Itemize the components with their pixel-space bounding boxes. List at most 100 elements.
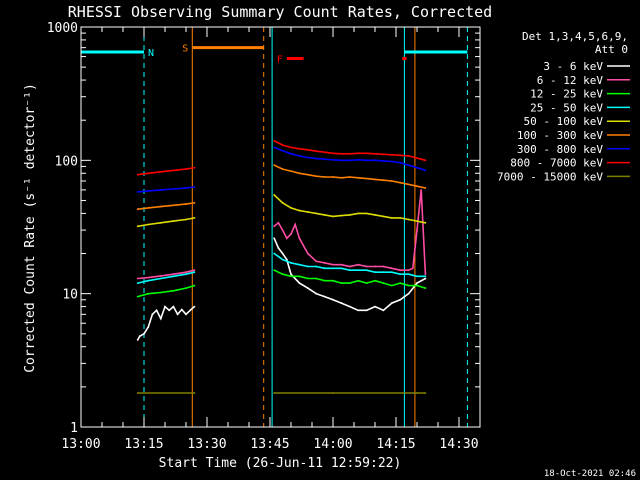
series-6-point — [357, 158, 360, 161]
series-2-point — [185, 287, 187, 290]
series-7-point — [348, 152, 351, 155]
series-4-point — [424, 221, 427, 224]
series-7-point — [172, 169, 175, 172]
series-8-point — [332, 392, 334, 394]
series-2-point — [298, 275, 301, 278]
series-0-point — [407, 292, 410, 295]
series-7-point — [306, 148, 309, 151]
series-0-point — [382, 309, 385, 312]
series-3-point — [407, 273, 410, 276]
series-0-point — [185, 313, 187, 316]
series-2-point — [172, 289, 175, 292]
flag-night-label: N — [148, 48, 154, 59]
series-7-point — [136, 173, 139, 176]
series-0-point — [323, 295, 326, 298]
series-1-point — [399, 269, 402, 272]
series-6-point — [424, 169, 427, 172]
series-4-point — [365, 212, 368, 215]
chart-title: RHESSI Observing Summary Count Rates, Co… — [68, 3, 492, 21]
series-6-point — [323, 158, 326, 161]
series-3-point — [315, 265, 318, 268]
series-4-point — [136, 225, 139, 228]
series-6-point — [281, 149, 284, 152]
series-3-point — [185, 273, 187, 276]
series-5-point — [332, 176, 334, 178]
legend-entry-label: 3 - 6 keV — [543, 60, 603, 73]
series-0-point — [147, 326, 150, 329]
series-6-point — [185, 187, 187, 189]
series-3-point — [290, 262, 292, 264]
y-axis-label: Corrected Count Rate (s⁻¹ detector⁻¹) — [23, 83, 38, 373]
series-3-point — [424, 275, 427, 278]
series-0-segment-0 — [137, 305, 195, 341]
series-1-point — [424, 273, 427, 276]
series-3-point — [340, 267, 343, 270]
series-1-point — [382, 265, 385, 268]
series-2-point — [315, 277, 318, 280]
series-7-point — [323, 151, 326, 154]
series-6 — [136, 146, 427, 193]
series-7-point — [332, 152, 334, 155]
series-2-point — [306, 277, 309, 280]
x-tick-label: 13:45 — [250, 437, 289, 452]
series-6-point — [273, 146, 276, 149]
series-6-point — [298, 154, 301, 157]
series-1-segment-0 — [137, 269, 195, 280]
series-7-point — [340, 152, 343, 155]
series-2 — [136, 269, 427, 298]
series-1-point — [193, 269, 196, 272]
series-8-point — [424, 392, 427, 394]
series-2-point — [147, 292, 150, 295]
series-8 — [136, 392, 427, 394]
series-4-point — [348, 213, 351, 216]
x-tick-label: 13:15 — [124, 437, 163, 452]
series-4-point — [306, 211, 309, 213]
series-1-point — [159, 274, 162, 277]
x-axis-label: Start Time (26-Jun-11 12:59:22) — [159, 456, 402, 471]
series-3-point — [357, 269, 360, 272]
series-3-point — [193, 271, 196, 274]
series-0-point — [277, 247, 280, 249]
series-5-point — [290, 170, 292, 173]
series-1-point — [273, 225, 276, 228]
series-5-point — [340, 176, 343, 179]
series-4-point — [298, 209, 301, 212]
series-5-segment-0 — [137, 202, 195, 210]
series-5-point — [323, 176, 326, 178]
series-layer — [136, 139, 427, 394]
series-1-point — [290, 233, 292, 235]
series-2-point — [290, 275, 292, 278]
series-5 — [136, 164, 427, 211]
flag-saa-label: S — [182, 44, 188, 55]
series-1-point — [357, 263, 360, 266]
series-5-point — [281, 168, 284, 170]
series-0-point — [374, 305, 376, 308]
series-0-point — [193, 305, 196, 308]
series-2-point — [374, 279, 376, 282]
series-4-point — [193, 217, 196, 219]
flags-layer: N S F — [81, 44, 468, 66]
series-0-point — [290, 273, 292, 276]
plot-frame — [80, 26, 481, 428]
series-3 — [136, 252, 427, 285]
series-5-point — [273, 164, 276, 167]
series-2-point — [340, 282, 343, 285]
series-7-point — [273, 139, 276, 142]
series-5-point — [185, 203, 187, 205]
series-3-point — [298, 263, 301, 266]
series-2-point — [399, 282, 402, 285]
series-1-point — [365, 265, 368, 268]
legend-entry-label: 300 - 800 keV — [517, 143, 603, 156]
series-3-point — [172, 275, 175, 278]
x-tick-label: 14:00 — [313, 437, 352, 452]
legend-entry-label: 12 - 25 keV — [530, 88, 603, 101]
series-5-point — [172, 204, 175, 207]
series-7-point — [298, 147, 301, 150]
series-5-point — [298, 172, 301, 175]
series-0-point — [348, 305, 351, 308]
series-6-point — [399, 161, 402, 164]
series-7-point — [147, 172, 150, 175]
series-2-point — [332, 279, 334, 282]
series-0 — [136, 237, 427, 341]
